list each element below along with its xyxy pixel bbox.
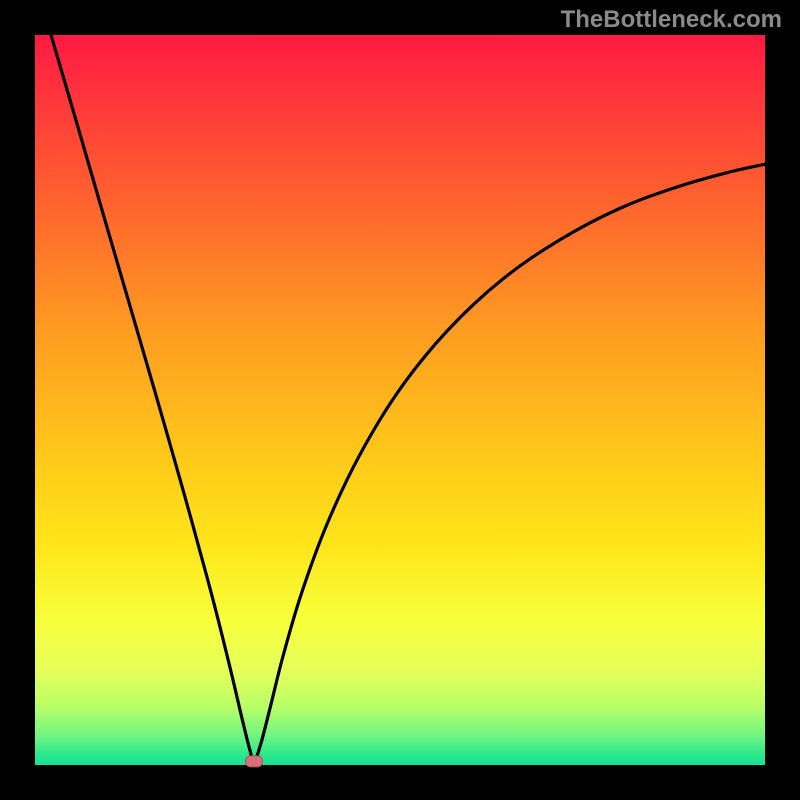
chart-background (35, 35, 765, 765)
minimum-marker (246, 756, 263, 767)
watermark-text: TheBottleneck.com (561, 6, 782, 34)
